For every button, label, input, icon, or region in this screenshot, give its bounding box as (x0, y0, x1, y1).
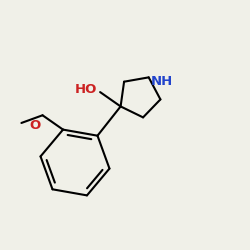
Text: O: O (30, 119, 41, 132)
Text: HO: HO (75, 83, 98, 96)
Text: NH: NH (150, 76, 173, 88)
